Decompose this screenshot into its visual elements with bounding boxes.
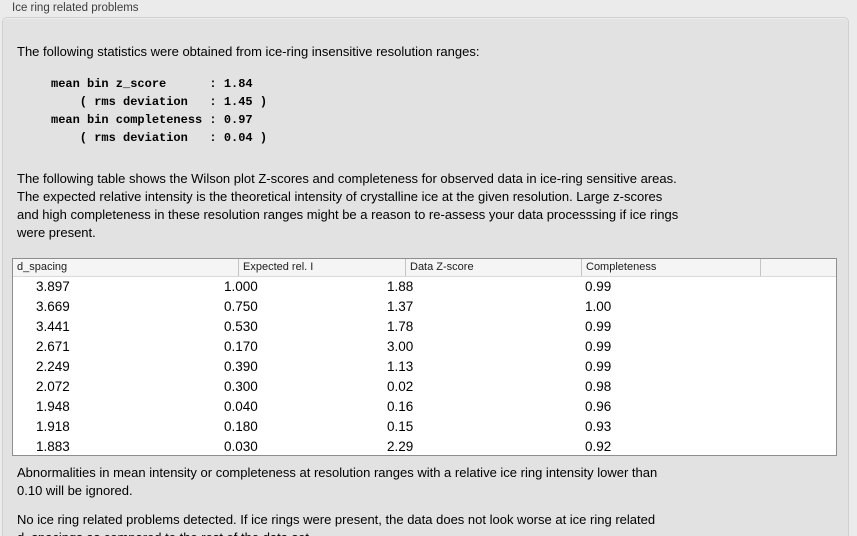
ignore-rule-text: Abnormalities in mean intensity or compl… [17, 465, 658, 498]
table-cell: 0.99 [585, 359, 612, 374]
table-cell: 0.96 [585, 399, 612, 414]
table-cell: 3.441 [36, 319, 70, 334]
intro-text: The following statistics were obtained f… [17, 44, 480, 59]
table-cell: 2.072 [36, 379, 70, 394]
table-cell: 1.948 [36, 399, 70, 414]
groupbox-frame: The following statistics were obtained f… [2, 17, 849, 536]
table-row[interactable]: 3.441 0.530 1.78 0.99 [13, 317, 836, 337]
table-description-text: The following table shows the Wilson plo… [17, 171, 679, 240]
table-header-row: d_spacing Expected rel. I Data Z-score C… [13, 259, 836, 277]
table-cell: 1.13 [387, 359, 414, 374]
table-cell: 2.249 [36, 359, 70, 374]
table-cell: 0.99 [585, 319, 612, 334]
table-cell: 0.99 [585, 279, 612, 294]
table-cell: 0.92 [585, 439, 612, 454]
table-row[interactable]: 1.883 0.030 2.29 0.92 [13, 437, 836, 457]
table-cell: 0.750 [224, 299, 258, 314]
table-cell: 0.98 [585, 379, 612, 394]
table-cell: 1.78 [387, 319, 414, 334]
groupbox-title: Ice ring related problems [12, 2, 139, 14]
table-cell: 0.16 [387, 399, 414, 414]
column-header-empty [760, 259, 836, 276]
table-row[interactable]: 2.072 0.300 0.02 0.98 [13, 377, 836, 397]
column-header-data-z-score[interactable]: Data Z-score [405, 259, 581, 276]
table-cell: 3.669 [36, 299, 70, 314]
table-cell: 0.040 [224, 399, 258, 414]
table-cell: 2.671 [36, 339, 70, 354]
table-cell: 1.000 [224, 279, 258, 294]
table-cell: 0.170 [224, 339, 258, 354]
table-cell: 2.29 [387, 439, 414, 454]
table-cell: 0.02 [387, 379, 414, 394]
table-cell: 1.883 [36, 439, 70, 454]
table-cell: 0.030 [224, 439, 258, 454]
table-row[interactable]: 1.918 0.180 0.15 0.93 [13, 417, 836, 437]
table-body: 3.897 1.000 1.88 0.99 3.669 0.750 1.37 1.00 3.44… [13, 277, 836, 457]
table-row[interactable]: 2.249 0.390 1.13 0.99 [13, 357, 836, 377]
column-header-d-spacing[interactable]: d_spacing [17, 261, 68, 273]
table-cell: 0.530 [224, 319, 258, 334]
table-cell: 3.00 [387, 339, 414, 354]
table-row[interactable]: 1.948 0.040 0.16 0.96 [13, 397, 836, 417]
table-cell: 3.897 [36, 279, 70, 294]
table-cell: 0.300 [224, 379, 258, 394]
table-cell: 1.918 [36, 419, 70, 434]
conclusion-text: No ice ring related problems detected. I… [17, 512, 656, 536]
table-cell: 0.99 [585, 339, 612, 354]
column-header-expected-rel-i[interactable]: Expected rel. I [238, 259, 405, 276]
table-cell: 0.93 [585, 419, 612, 434]
table-row[interactable]: 3.669 0.750 1.37 1.00 [13, 297, 836, 317]
table-cell: 0.180 [224, 419, 258, 434]
table-row[interactable]: 2.671 0.170 3.00 0.99 [13, 337, 836, 357]
table-cell: 1.00 [585, 299, 612, 314]
ice-ring-table: d_spacing Expected rel. I Data Z-score C… [12, 258, 837, 456]
table-cell: 1.37 [387, 299, 414, 314]
column-header-completeness[interactable]: Completeness [581, 259, 760, 276]
statistics-block: mean bin z_score : 1.84 ( rms deviation … [51, 77, 268, 145]
table-cell: 0.15 [387, 419, 414, 434]
table-cell: 0.390 [224, 359, 258, 374]
table-cell: 1.88 [387, 279, 414, 294]
table-row[interactable]: 3.897 1.000 1.88 0.99 [13, 277, 836, 297]
